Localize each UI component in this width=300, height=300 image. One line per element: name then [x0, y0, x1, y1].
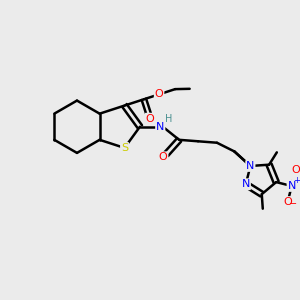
Text: N: N: [242, 179, 250, 189]
Text: N: N: [156, 122, 164, 132]
Text: O: O: [159, 152, 167, 162]
Text: O: O: [155, 89, 164, 99]
Text: O: O: [291, 165, 300, 175]
Text: −: −: [290, 199, 298, 208]
Text: O: O: [283, 197, 292, 207]
Text: +: +: [293, 176, 300, 185]
Text: N: N: [246, 161, 255, 171]
Text: H: H: [165, 114, 172, 124]
Text: N: N: [287, 181, 296, 191]
Text: O: O: [146, 114, 154, 124]
Text: S: S: [121, 143, 128, 153]
